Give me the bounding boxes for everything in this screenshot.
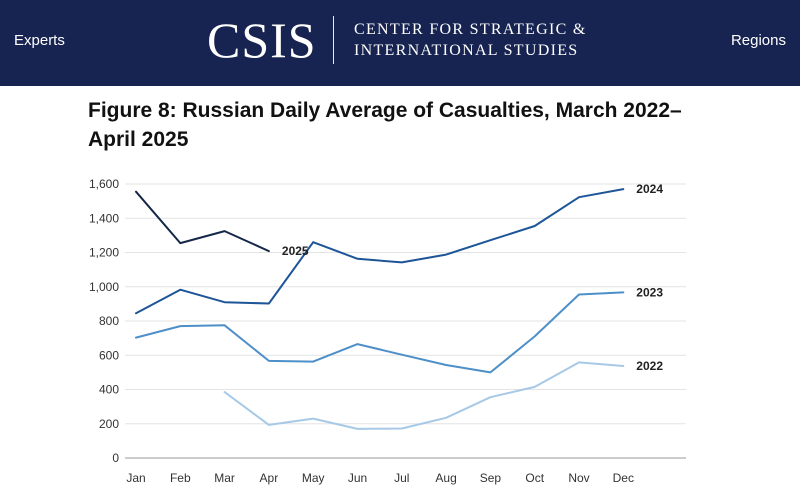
x-tick-label: Sep — [480, 471, 502, 485]
series-line-2024 — [135, 188, 625, 315]
x-tick-label: Apr — [260, 471, 279, 485]
logo-divider — [333, 16, 334, 64]
logo-tagline-line1: CENTER FOR STRATEGIC & — [354, 21, 587, 38]
x-tick-label: Feb — [170, 471, 191, 485]
x-tick-label: Jan — [126, 471, 145, 485]
x-tick-label: Oct — [525, 471, 544, 485]
site-header: Experts CSIS CENTER FOR STRATEGIC & INTE… — [0, 0, 800, 86]
y-tick-label: 200 — [99, 417, 119, 431]
nav-regions-link[interactable]: Regions — [730, 32, 786, 49]
nav-experts-link[interactable]: Experts — [14, 32, 65, 49]
series-label-2022: 2022 — [636, 359, 663, 373]
csis-logo[interactable]: CSIS — [207, 12, 317, 68]
x-tick-label: Nov — [568, 471, 589, 485]
y-tick-label: 400 — [99, 383, 119, 397]
series-label-2025: 2025 — [282, 244, 309, 258]
y-tick-label: 1,400 — [89, 211, 119, 225]
x-tick-label: Dec — [613, 471, 634, 485]
series-label-2024: 2024 — [636, 182, 663, 196]
y-tick-label: 1,600 — [89, 177, 119, 191]
y-tick-label: 1,200 — [89, 246, 119, 260]
x-tick-label: May — [302, 471, 325, 485]
x-tick-label: Mar — [214, 471, 235, 485]
y-tick-label: 1,000 — [89, 280, 119, 294]
x-tick-label: Jun — [348, 471, 367, 485]
x-tick-label: Aug — [435, 471, 456, 485]
series-line-2023 — [135, 291, 625, 374]
series-line-2022 — [223, 361, 625, 430]
x-tick-label: Jul — [394, 471, 409, 485]
y-tick-label: 800 — [99, 314, 119, 328]
series-label-2023: 2023 — [636, 285, 663, 299]
figure-title: Figure 8: Russian Daily Average of Casua… — [88, 99, 682, 151]
series-line-2025 — [135, 190, 270, 253]
logo-tagline-line2: INTERNATIONAL STUDIES — [354, 42, 579, 59]
y-tick-label: 0 — [112, 451, 119, 465]
y-tick-label: 600 — [99, 348, 119, 362]
